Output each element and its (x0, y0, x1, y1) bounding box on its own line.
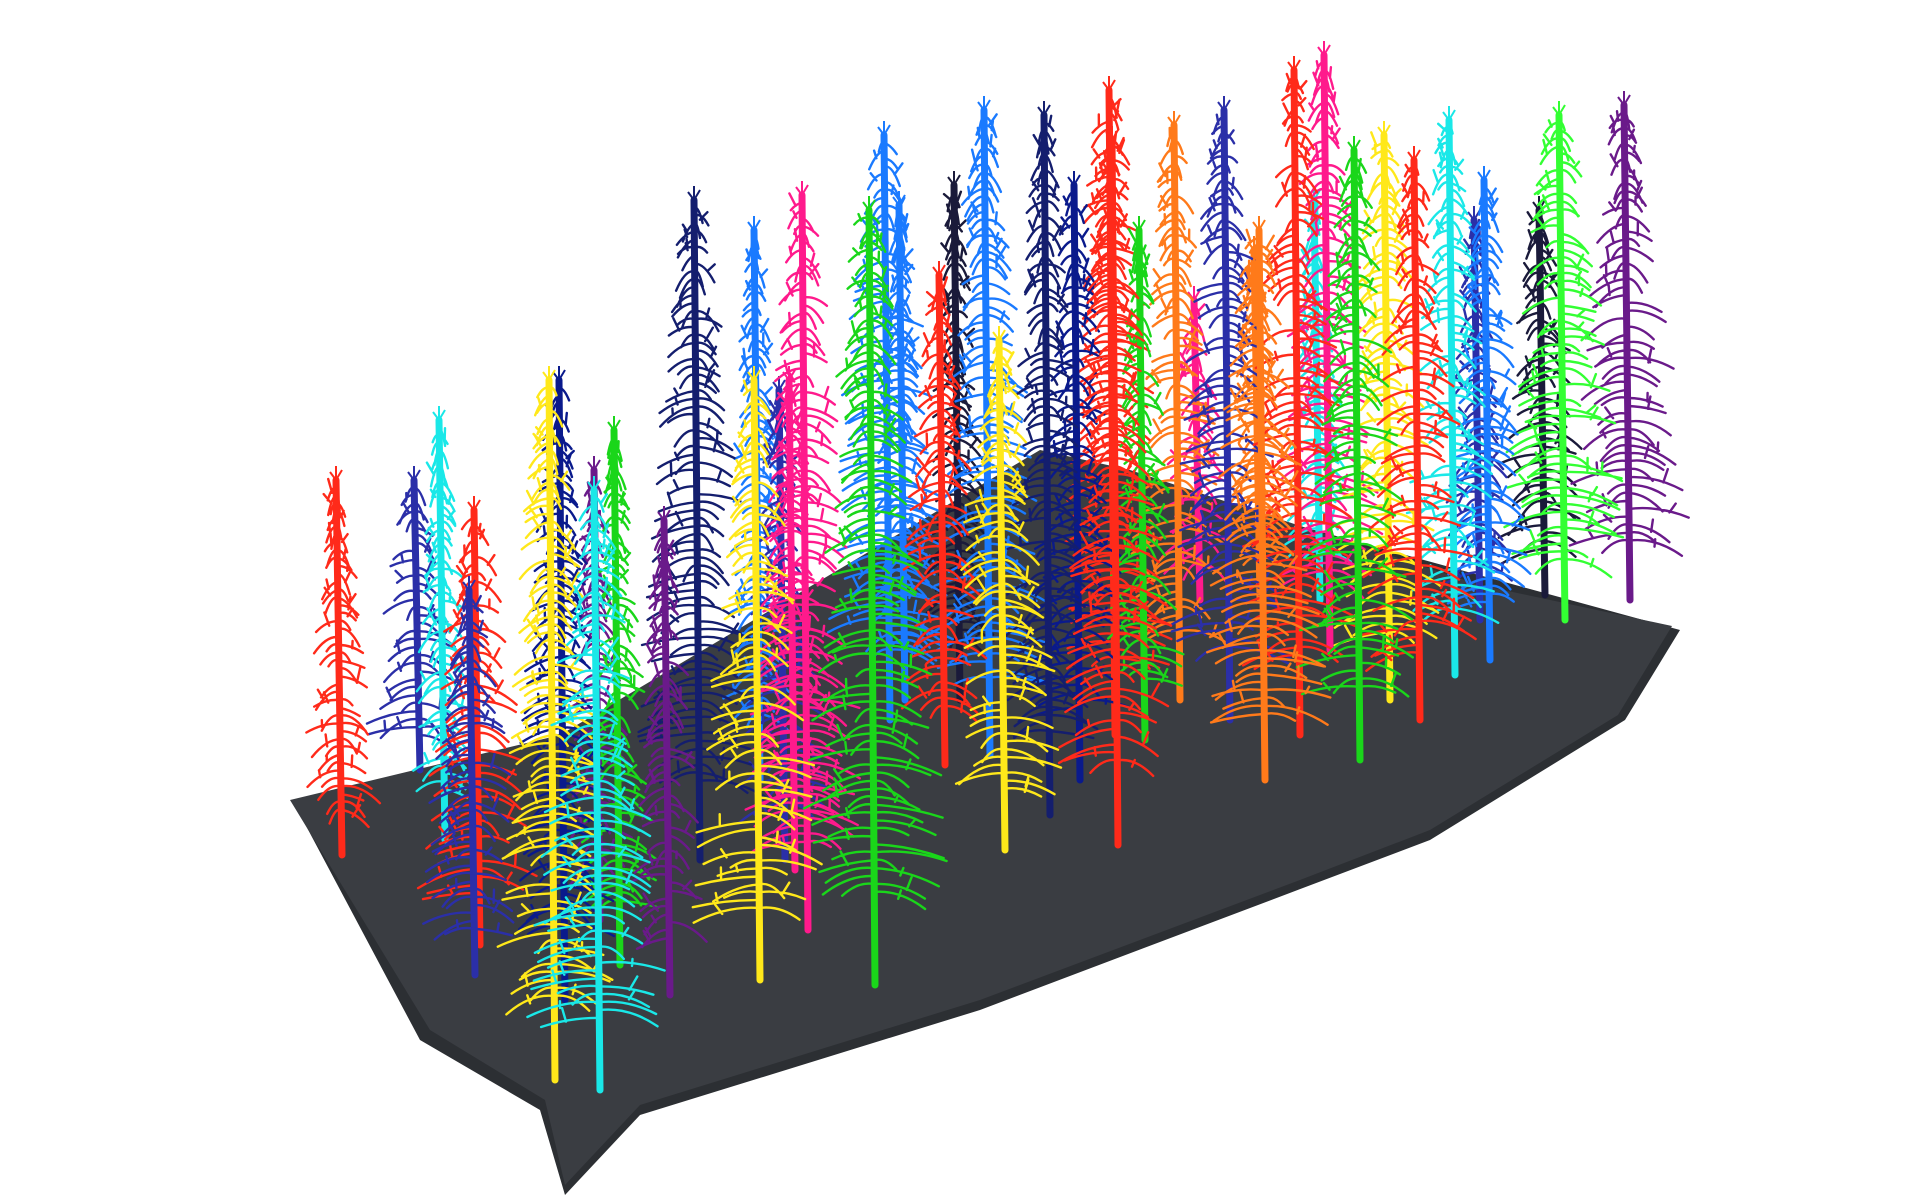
tree-top (1067, 171, 1081, 186)
tree-top (947, 171, 961, 186)
tree-branches (802, 212, 948, 911)
tree-top (932, 261, 946, 276)
tree-top (542, 366, 556, 381)
tree-top (607, 416, 621, 431)
tree-top (552, 366, 566, 381)
tree-top (329, 466, 343, 481)
tree (526, 476, 666, 1094)
tree-branches (691, 379, 823, 924)
tree-top (747, 216, 761, 231)
tree (1129, 111, 1229, 704)
tree-top (862, 196, 876, 211)
tree-trunk (1255, 226, 1269, 784)
tree-top (1105, 126, 1119, 141)
tree-branches (526, 493, 666, 1029)
tree-branches (1503, 119, 1625, 579)
tree-top (687, 186, 701, 201)
tree-top (1347, 136, 1361, 151)
tree-top (877, 121, 891, 136)
tree-branches (1206, 228, 1332, 726)
tree-top (1217, 96, 1231, 111)
tree (1503, 101, 1625, 624)
tree-branches (496, 386, 614, 1016)
tree-top (1132, 216, 1146, 231)
tree-branches (954, 345, 1063, 798)
tree-top (1317, 41, 1331, 56)
tree-top (795, 181, 809, 196)
tree (1356, 146, 1477, 724)
tree-top (747, 366, 761, 381)
tree-branches (305, 477, 382, 829)
tree-trunk (1410, 156, 1424, 724)
tree-top (1167, 111, 1181, 126)
tree-top (432, 406, 446, 421)
tree (1405, 106, 1500, 679)
segmented-trees (305, 41, 1690, 1094)
tree-top (1442, 106, 1456, 121)
tree-branches (1405, 122, 1500, 624)
tree-top (1102, 76, 1116, 91)
tree-top (587, 476, 601, 491)
tree (1057, 126, 1170, 849)
tree (305, 466, 382, 859)
tree-top (587, 456, 601, 471)
tree-branches (1356, 163, 1477, 672)
tree-branches (1003, 114, 1099, 740)
tree-trunk (1445, 116, 1459, 679)
tree (1026, 171, 1133, 784)
tree-top (1377, 121, 1391, 136)
tree-top (977, 96, 991, 111)
tree-top (992, 326, 1006, 341)
tree-branches (422, 594, 515, 941)
tree (1206, 216, 1332, 784)
tree-branches (631, 526, 708, 950)
tree (412, 406, 481, 844)
tree-top (462, 576, 476, 591)
tree-top (1252, 216, 1266, 231)
tree-top (1287, 56, 1301, 71)
tree-top (1407, 146, 1421, 161)
tree-top (407, 466, 421, 481)
tree-branches (1295, 156, 1414, 698)
tree (496, 366, 614, 1084)
tree-top (1617, 91, 1631, 106)
tree-trunk (1070, 181, 1084, 784)
tree (691, 366, 823, 984)
tree (1568, 91, 1690, 604)
tree-top (657, 506, 671, 521)
tree-branches (1057, 136, 1170, 778)
tree (422, 576, 515, 979)
tree-top (467, 496, 481, 511)
tree (954, 326, 1063, 854)
tree (1003, 101, 1099, 819)
tree (631, 506, 708, 999)
tree (1241, 56, 1361, 739)
tree-top (1552, 101, 1566, 116)
tree-top (1477, 166, 1491, 181)
tree-trunk (1320, 51, 1334, 654)
tree-top (1037, 101, 1051, 116)
tree (802, 196, 948, 989)
tree (1295, 136, 1414, 764)
